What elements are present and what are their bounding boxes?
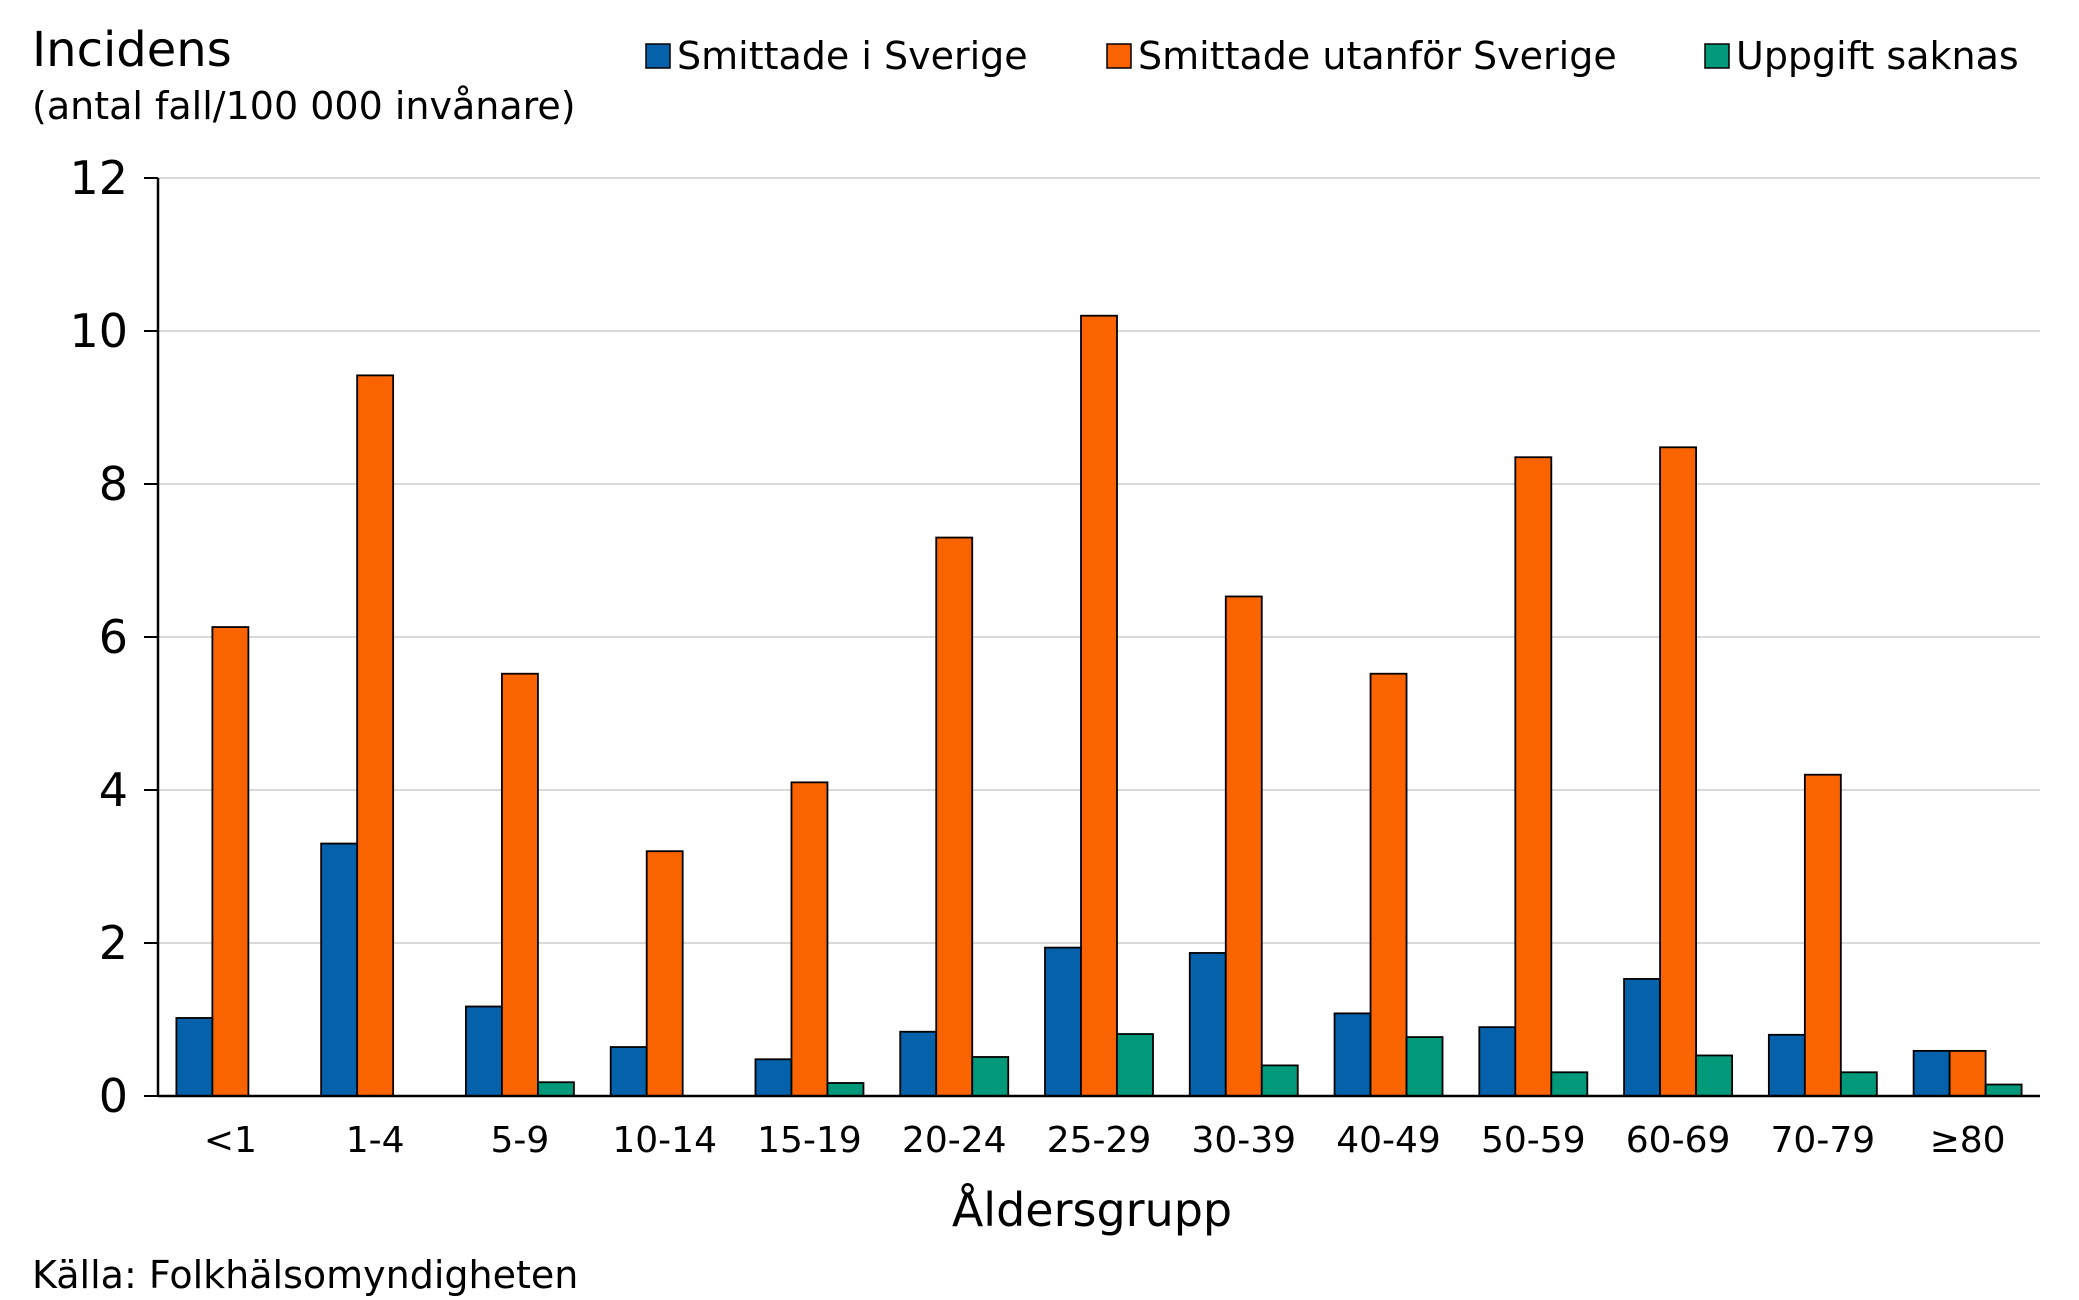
bar bbox=[1912, 1049, 1951, 1097]
legend-swatch-series-3 bbox=[1704, 43, 1730, 69]
bar bbox=[1803, 773, 1842, 1097]
bar bbox=[1333, 1012, 1372, 1097]
x-tick-label: 60-69 bbox=[1626, 1120, 1731, 1161]
x-tick-label: 40-49 bbox=[1336, 1120, 1441, 1161]
bar bbox=[754, 1058, 793, 1097]
bar bbox=[465, 1005, 503, 1097]
bar bbox=[175, 1017, 214, 1097]
bar bbox=[1405, 1036, 1444, 1097]
x-tick-label: 5-9 bbox=[491, 1120, 550, 1161]
y-tick-label: 6 bbox=[99, 610, 128, 664]
bar bbox=[1188, 952, 1227, 1097]
bar bbox=[790, 781, 829, 1097]
bar bbox=[1116, 1033, 1154, 1097]
bar bbox=[935, 536, 974, 1097]
bar bbox=[645, 850, 684, 1097]
bar bbox=[320, 842, 359, 1097]
bar bbox=[1839, 1071, 1878, 1097]
y-axis-title: Incidens bbox=[32, 22, 232, 78]
x-axis-title: Åldersgrupp bbox=[952, 1183, 1232, 1237]
x-tick-label: 20-24 bbox=[902, 1120, 1007, 1161]
x-tick-label: 30-39 bbox=[1191, 1120, 1296, 1161]
bar bbox=[1224, 595, 1263, 1097]
bar bbox=[826, 1082, 865, 1097]
bar bbox=[1260, 1064, 1299, 1097]
x-tick-label: <1 bbox=[204, 1120, 257, 1161]
y-tick-label: 2 bbox=[99, 916, 128, 970]
bar bbox=[537, 1081, 575, 1097]
bar bbox=[1044, 946, 1082, 1097]
x-tick-label: 15-19 bbox=[757, 1120, 862, 1161]
x-tick-label: ≥80 bbox=[1930, 1120, 2006, 1161]
bar bbox=[211, 626, 250, 1097]
bar bbox=[501, 672, 539, 1097]
y-tick-label: 4 bbox=[99, 763, 128, 817]
legend-swatch-series-2 bbox=[1106, 43, 1132, 69]
x-tick-label: 25-29 bbox=[1047, 1120, 1152, 1161]
bar bbox=[1550, 1071, 1589, 1097]
x-ticks: <1 1-4 5-9 10-14 15-19 20-24 25-29 30-39 40-49 50… bbox=[204, 1120, 2006, 1161]
bar bbox=[1623, 978, 1661, 1097]
bar bbox=[1984, 1083, 2023, 1097]
y-tick-label: 0 bbox=[99, 1069, 128, 1123]
x-tick-label: 10-14 bbox=[612, 1120, 717, 1161]
legend-swatch-series-1 bbox=[645, 43, 671, 69]
bar bbox=[1767, 1033, 1806, 1097]
bar bbox=[356, 374, 395, 1097]
y-axis-subtitle: (antal fall/100 000 invånare) bbox=[32, 84, 576, 128]
bar bbox=[1080, 314, 1118, 1097]
bar bbox=[1514, 456, 1553, 1097]
bar bbox=[1695, 1054, 1733, 1097]
legend-label-series-1: Smittade i Sverige bbox=[677, 34, 1028, 78]
bar bbox=[609, 1046, 648, 1097]
y-tick-label: 12 bbox=[69, 151, 128, 205]
legend: Smittade i Sverige Smittade utanför Sver… bbox=[645, 34, 2019, 78]
x-tick-label: 50-59 bbox=[1481, 1120, 1586, 1161]
y-tick-label: 8 bbox=[99, 457, 128, 511]
bar bbox=[1659, 446, 1697, 1097]
bar bbox=[1948, 1049, 1987, 1097]
y-tick-label: 10 bbox=[69, 304, 128, 358]
x-tick-label: 70-79 bbox=[1771, 1120, 1876, 1161]
x-tick-label: 1-4 bbox=[346, 1120, 405, 1161]
bar bbox=[1369, 672, 1408, 1097]
bar bbox=[899, 1030, 938, 1097]
bar bbox=[971, 1056, 1010, 1097]
bar bbox=[1478, 1026, 1517, 1097]
bars bbox=[175, 314, 2023, 1097]
legend-label-series-3: Uppgift saknas bbox=[1736, 34, 2019, 78]
legend-label-series-2: Smittade utanför Sverige bbox=[1138, 34, 1617, 78]
source-note: Källa: Folkhälsomyndigheten bbox=[32, 1253, 578, 1297]
y-ticks: 0 2 4 6 8 10 12 bbox=[69, 151, 158, 1123]
